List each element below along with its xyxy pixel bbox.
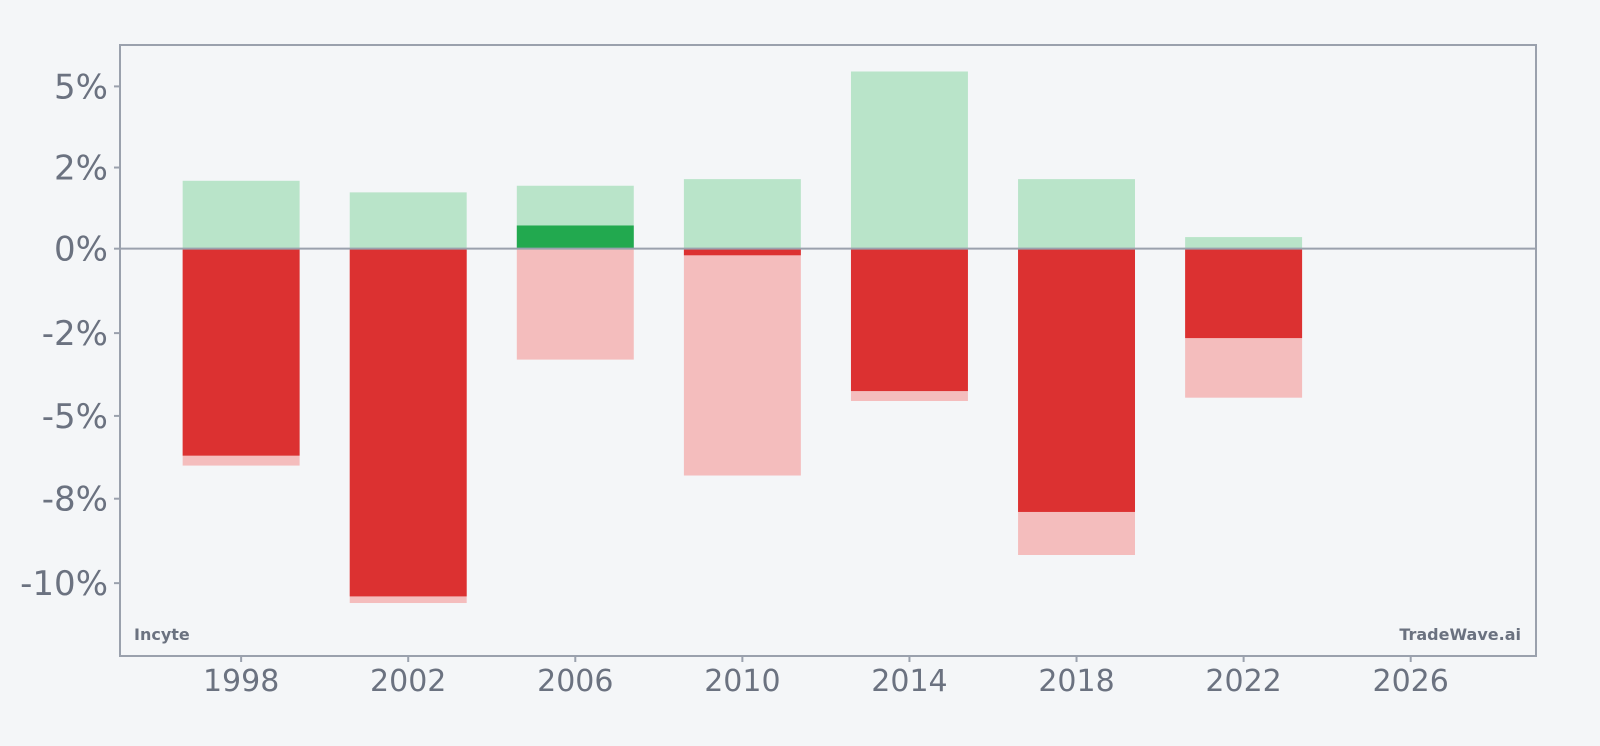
y-tick-label: -8% [42,480,108,520]
x-tick-label: 2006 [537,664,613,699]
bar-range-high [182,180,300,249]
watermark-label: TradeWave.ai [1399,625,1521,644]
bar-annual-return [516,225,634,249]
bar-range-high [683,179,801,249]
bars-layer [182,71,1303,604]
plot-frame [119,44,1537,657]
x-tick-label: 2002 [370,664,446,699]
bar-annual-return [182,248,300,456]
x-tick-label: 2014 [871,664,947,699]
y-tick-label: -5% [42,397,108,437]
bar-annual-return [1185,248,1303,339]
y-tick-label: 0% [54,230,108,270]
ticker-name-label: Incyte [134,625,190,644]
y-tick-label: 5% [54,67,108,107]
y-tick-label: -10% [20,564,108,604]
x-tick-label: 2026 [1373,664,1449,699]
y-tick-label: 2% [54,149,108,189]
x-tick-label: 2018 [1038,664,1114,699]
bar-range-high [1018,179,1136,249]
bar-range-low [516,248,634,360]
y-axis: 5% 2% 0% -2% -5% -8% -10% [20,67,120,604]
bar-range-low [683,248,801,476]
y-tick-label: -2% [42,314,108,354]
x-axis: 1998 2002 2006 2010 2014 2018 2022 2026 [203,656,1449,699]
x-tick-label: 2022 [1205,664,1281,699]
bar-annual-return [683,248,801,256]
bar-annual-return [850,248,968,392]
bar-annual-return [349,248,467,597]
x-tick-label: 1998 [203,664,279,699]
bar-annual-return [1018,248,1136,512]
x-tick-label: 2010 [704,664,780,699]
bar-range-high [349,192,467,249]
bar-range-high [1185,237,1303,249]
bar-range-high [850,71,968,249]
